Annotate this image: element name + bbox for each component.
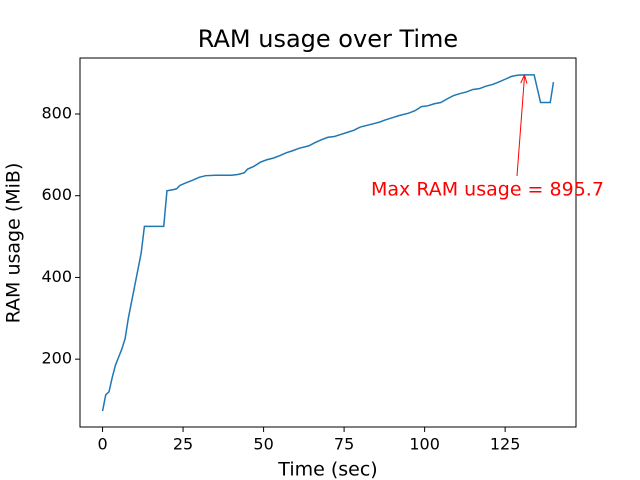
y-tick-label: 400 bbox=[41, 267, 72, 286]
y-tick-label: 200 bbox=[41, 349, 72, 368]
x-tick-label: 50 bbox=[253, 435, 273, 454]
x-tick-label: 25 bbox=[173, 435, 193, 454]
y-tick-label: 800 bbox=[41, 103, 72, 122]
y-axis-label: RAM usage (MiB) bbox=[3, 163, 25, 324]
annotation-arrowhead bbox=[520, 74, 528, 84]
x-tick-label: 125 bbox=[490, 435, 521, 454]
x-tick-label: 0 bbox=[97, 435, 107, 454]
x-tick-label: 75 bbox=[334, 435, 354, 454]
data-line bbox=[101, 74, 555, 412]
axes-frame bbox=[79, 57, 577, 428]
annotation-arrow bbox=[516, 76, 525, 177]
annotation-text: Max RAM usage = 895.7 bbox=[371, 179, 604, 201]
chart-title: RAM usage over Time bbox=[198, 25, 458, 53]
y-tick-label: 600 bbox=[41, 185, 72, 204]
x-tick-label: 100 bbox=[409, 435, 440, 454]
x-axis-label: Time (sec) bbox=[277, 459, 377, 480]
